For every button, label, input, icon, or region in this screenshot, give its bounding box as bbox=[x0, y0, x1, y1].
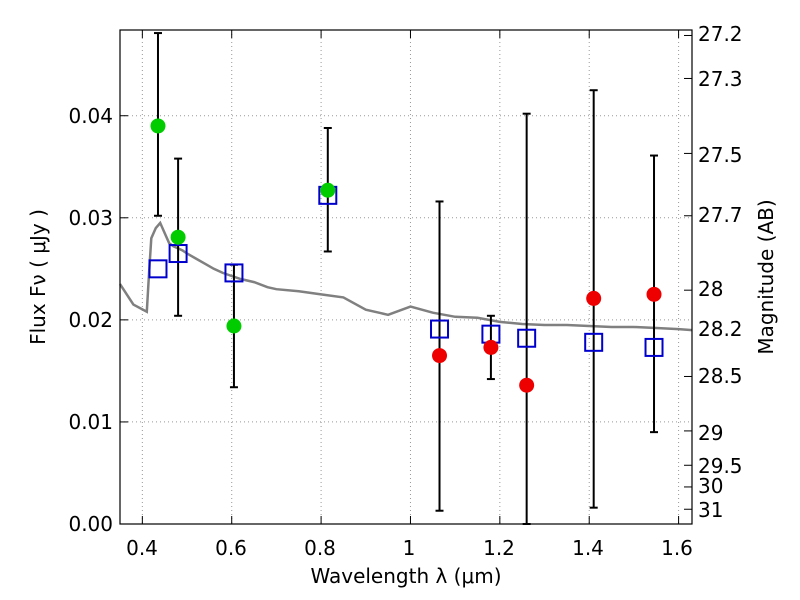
plot-frame bbox=[119, 29, 693, 525]
right-axis-label: 28.5 bbox=[698, 364, 743, 388]
x-tick-label: 1.6 bbox=[661, 536, 693, 560]
observed-point-red bbox=[432, 348, 448, 364]
x-tick-label: 0.4 bbox=[126, 536, 158, 560]
right-axis-label: 27.5 bbox=[698, 143, 743, 167]
model-photometry-square bbox=[168, 244, 188, 264]
y-tick-label: 0.01 bbox=[68, 410, 113, 434]
right-axis-label: 27.2 bbox=[698, 22, 743, 46]
observed-point-red bbox=[586, 290, 602, 306]
x-tick-labels: 0.4 0.6 0.8 1 1.2 1.4 1.6 bbox=[126, 536, 693, 560]
model-photometry-square bbox=[517, 328, 537, 348]
observed-point-green bbox=[226, 318, 242, 334]
x-tick-label: 0.6 bbox=[215, 536, 247, 560]
model-spectrum-line bbox=[118, 220, 693, 332]
right-axis-labels: 27.2 27.3 27.5 27.7 28 28.2 28.5 29 29.5… bbox=[698, 22, 743, 522]
plot-background bbox=[120, 30, 692, 524]
model-photometry-square bbox=[430, 319, 450, 339]
observed-point-green bbox=[320, 182, 336, 198]
right-axis-label: 29.5 bbox=[698, 454, 743, 478]
x-tick-label: 1.2 bbox=[483, 536, 515, 560]
x-tick-label: 1 bbox=[403, 536, 416, 560]
right-axis-title: Magnitude (AB) bbox=[754, 199, 778, 354]
x-tick-label: 0.8 bbox=[304, 536, 336, 560]
y-tick-label: 0.03 bbox=[68, 206, 113, 230]
right-axis-label: 30 bbox=[698, 474, 723, 498]
model-photometry-square bbox=[644, 337, 664, 357]
right-axis-label: 27.3 bbox=[698, 67, 743, 91]
observed-point-green bbox=[170, 229, 186, 245]
x-axis-title: Wavelength λ (μm) bbox=[310, 564, 501, 588]
right-axis-label: 29 bbox=[698, 421, 723, 445]
x-tick-label: 1.4 bbox=[572, 536, 604, 560]
y-tick-label: 0.02 bbox=[68, 308, 113, 332]
y-tick-label: 0.04 bbox=[68, 104, 113, 128]
right-axis-label: 28 bbox=[698, 277, 723, 301]
y-tick-labels: 0.00 0.01 0.02 0.03 0.04 bbox=[68, 104, 113, 536]
y-axis-title: Flux Fν ( μJy ) bbox=[26, 209, 50, 345]
model-photometry-square bbox=[148, 259, 168, 279]
observed-point-green bbox=[150, 118, 166, 134]
right-axis-label: 27.7 bbox=[698, 203, 743, 227]
observed-point-red bbox=[646, 286, 662, 302]
data-points bbox=[148, 118, 664, 393]
right-axis-label: 28.2 bbox=[698, 317, 743, 341]
y-tick-label: 0.00 bbox=[68, 512, 113, 536]
observed-point-red bbox=[519, 377, 535, 393]
observed-point-red bbox=[483, 339, 499, 355]
model-photometry-square bbox=[224, 263, 244, 283]
model-photometry-square bbox=[584, 332, 604, 352]
axis-ticks bbox=[120, 30, 692, 525]
right-axis-label: 31 bbox=[698, 498, 723, 522]
model-spectrum bbox=[118, 220, 693, 332]
